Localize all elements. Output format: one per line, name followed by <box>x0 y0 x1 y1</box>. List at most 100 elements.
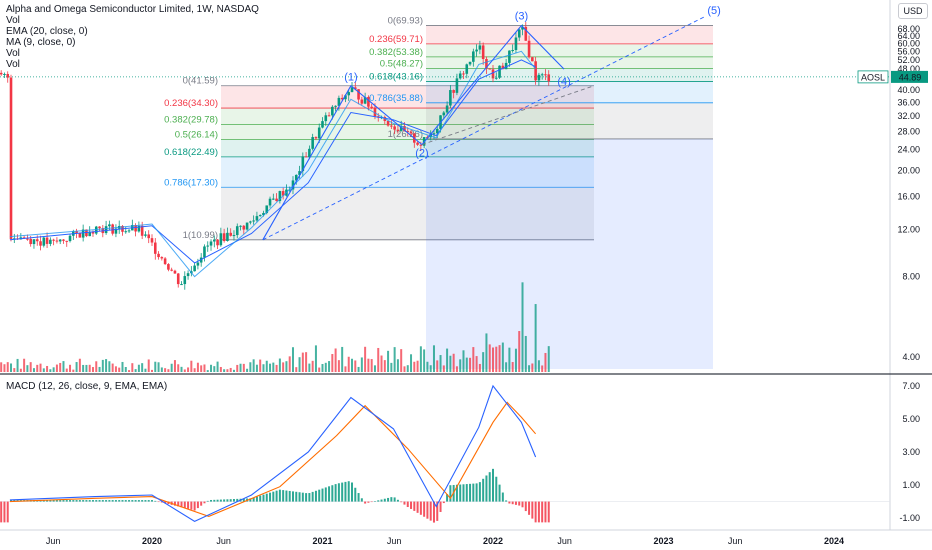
volume-bar <box>16 358 19 372</box>
macd-histogram-bar <box>242 498 245 502</box>
volume-bar <box>282 362 285 372</box>
volume-bar <box>210 364 213 372</box>
volume-bar <box>62 361 65 372</box>
volume-bar <box>52 367 55 372</box>
elliott-wave-path[interactable] <box>262 24 565 241</box>
volume-bar <box>190 360 193 372</box>
price-tick: 64.00 <box>897 31 920 41</box>
volume-bar <box>288 356 291 372</box>
macd-histogram-bar <box>528 501 531 515</box>
volume-bar <box>134 369 137 372</box>
volume-bar <box>321 363 324 372</box>
volume-bar <box>432 345 435 372</box>
macd-line[interactable] <box>9 384 537 523</box>
macd-histogram-bar <box>344 481 347 502</box>
elliott-wave-label[interactable]: (5) <box>707 5 720 17</box>
volume-bar <box>65 368 68 372</box>
last-price-value: 44.89 <box>899 72 922 82</box>
volume-bar <box>308 363 311 372</box>
candle-body <box>288 189 292 191</box>
elliott-wave-label[interactable]: (4) <box>557 76 570 88</box>
volume-bar <box>495 346 498 372</box>
legend-ma[interactable]: MA (9, close, 0) <box>6 37 76 48</box>
volume-bar <box>452 353 455 372</box>
ma-line[interactable] <box>9 50 536 278</box>
macd-histogram-bar <box>190 501 193 510</box>
elliott-wave-label[interactable]: (2) <box>415 148 428 160</box>
macd-histogram-bar <box>488 472 491 502</box>
macd-histogram-bar <box>347 481 350 502</box>
macd-histogram-bar <box>334 484 337 502</box>
candle-body <box>442 112 446 116</box>
macd-signal-line[interactable] <box>9 401 537 517</box>
volume-bar <box>42 368 45 372</box>
legend-vol-2[interactable]: Vol <box>6 48 20 59</box>
candle-body <box>281 191 285 196</box>
macd-title[interactable]: MACD (12, 26, close, 9, EMA, EMA) <box>6 381 168 392</box>
macd-histogram-bar <box>475 483 478 502</box>
candle-body <box>3 73 6 75</box>
candle-body <box>419 144 423 146</box>
fib2-label-0: 0(69.93) <box>388 16 423 27</box>
candle-body <box>321 121 324 128</box>
volume-bar <box>439 355 442 372</box>
macd-histogram-bar <box>331 485 334 502</box>
price-tick: 16.00 <box>897 191 920 201</box>
volume-bar <box>311 360 314 372</box>
volume-bar <box>203 364 206 372</box>
candle-body <box>390 125 393 127</box>
elliott-wave-label[interactable]: (3) <box>515 11 528 23</box>
macd-histogram-bar <box>537 501 540 523</box>
volume-bar <box>121 361 124 372</box>
macd-histogram-bar <box>432 501 435 523</box>
macd-histogram-bar <box>85 500 88 502</box>
price-tick: 52.00 <box>897 55 920 65</box>
volume-bar <box>370 359 373 372</box>
volume-bar <box>114 366 117 372</box>
candle-body <box>403 126 406 132</box>
price-tick: 56.00 <box>897 46 920 56</box>
candle-body <box>340 97 344 100</box>
volume-bar <box>337 360 340 372</box>
volume-bar <box>157 362 160 372</box>
macd-histogram-bar <box>459 484 462 502</box>
ema-line[interactable] <box>9 59 536 264</box>
candle-body <box>134 225 137 232</box>
candle-body <box>180 284 183 286</box>
volume-bar <box>472 347 475 372</box>
trend-line-upper[interactable] <box>262 15 707 241</box>
macd-histogram-bar <box>301 492 304 502</box>
fib1-label-3: 0.5(26.14) <box>175 129 218 140</box>
price-tick: 28.00 <box>897 127 920 137</box>
macd-histogram-bar <box>0 501 3 523</box>
trend-line-lower[interactable] <box>421 85 595 146</box>
candle-body <box>311 137 314 149</box>
volume-bar <box>13 368 16 372</box>
volume-bar <box>508 347 511 372</box>
macd-histogram-bar <box>455 484 458 502</box>
volume-bar <box>400 349 403 372</box>
legend-ema[interactable]: EMA (20, close, 0) <box>6 26 88 37</box>
macd-histogram-bar <box>373 501 376 502</box>
macd-histogram-bar <box>282 490 285 502</box>
candle-body <box>301 156 305 172</box>
volume-bar <box>459 359 462 372</box>
legend-vol-3[interactable]: Vol <box>6 59 20 70</box>
chart-title: Alpha and Omega Semiconductor Limited, 1… <box>6 4 259 15</box>
chart-legend: Alpha and Omega Semiconductor Limited, 1… <box>6 4 259 70</box>
macd-histogram-bar <box>160 501 163 503</box>
candle-body <box>6 73 10 78</box>
currency-button[interactable]: USD <box>898 3 928 19</box>
macd-histogram-bar <box>482 478 485 502</box>
volume-bar <box>111 363 114 372</box>
volume-bar <box>341 346 344 372</box>
volume-bar <box>524 335 527 372</box>
macd-histogram-bar <box>465 484 468 502</box>
macd-histogram-bar <box>229 499 232 502</box>
elliott-wave-label[interactable]: (1) <box>344 72 357 84</box>
last-price-tag <box>891 70 928 83</box>
macd-histogram-bar <box>521 501 524 508</box>
candle-body <box>65 240 69 242</box>
legend-vol-1[interactable]: Vol <box>6 15 20 26</box>
